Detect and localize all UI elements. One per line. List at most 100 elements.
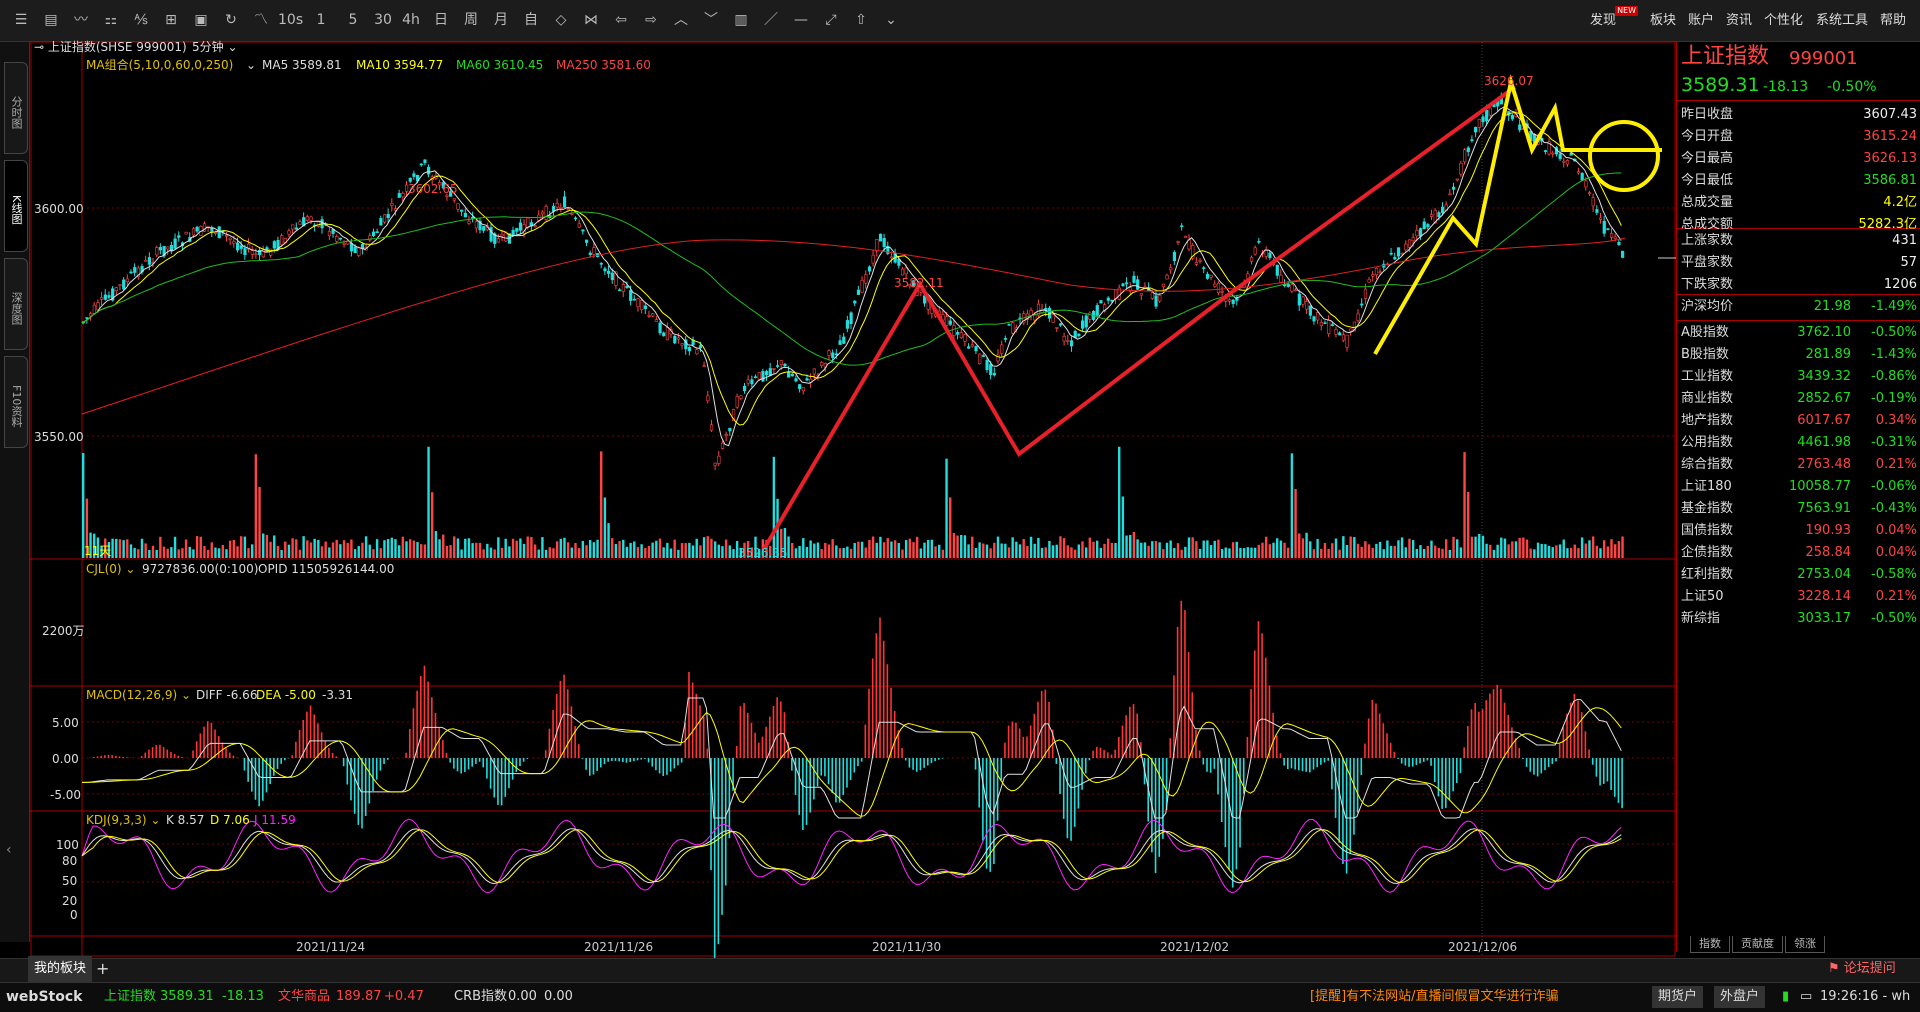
my-sector-tab[interactable]: 我的板块 (28, 956, 93, 982)
quote-row[interactable]: 地产指数 6017.67 0.34% (1677, 410, 1920, 432)
ma60-value: MA60 3610.45 (456, 58, 544, 72)
tab-kline[interactable]: K线图 (4, 160, 28, 252)
hs-avg-row[interactable]: 沪深均价 21.98 -1.49% (1681, 299, 1917, 314)
period-30[interactable]: 30 (374, 12, 392, 28)
tab-index[interactable]: 指数 (1690, 936, 1730, 953)
tab-contribution[interactable]: 贡献度 (1732, 936, 1783, 953)
draw-icon[interactable]: 〽 (254, 12, 268, 28)
volume-bar (886, 538, 889, 558)
ma-combo-dropdown-icon[interactable]: ⌄ (246, 58, 257, 72)
quote-row[interactable]: 上证180 10058.77 -0.06% (1677, 476, 1920, 498)
period-10s[interactable]: 10s (278, 12, 304, 28)
tab-leaders[interactable]: 领涨 (1785, 936, 1825, 953)
quote-row[interactable]: A股指数 3762.10 -0.50% (1677, 322, 1920, 344)
tab-f10[interactable]: F10资料 (4, 356, 28, 448)
quote-row[interactable]: 红利指数 2753.04 -0.58% (1677, 564, 1920, 586)
hline-tool-icon[interactable]: — (794, 12, 808, 28)
quote-row[interactable]: 企债指数 258.84 0.04% (1677, 542, 1920, 564)
menu-discover[interactable]: 发现 NEW (1590, 6, 1639, 28)
arrow-left-icon[interactable]: ⇦ (615, 12, 627, 28)
candle (1106, 297, 1110, 301)
macd-bar (1456, 758, 1458, 783)
period-month[interactable]: 月 (494, 12, 508, 28)
volume-bar (438, 539, 441, 558)
period-5[interactable]: 5 (348, 12, 358, 28)
arrow-right-icon[interactable]: ⇨ (645, 12, 657, 28)
candle (1132, 275, 1136, 283)
quote-row[interactable]: 新综指 3033.17 -0.50% (1677, 608, 1920, 630)
kdj-label[interactable]: KDJ(9,3,3) ⌄ (86, 813, 161, 827)
sector-bar: 我的板块 + ⚑ 论坛提问 (0, 956, 1920, 982)
row-value: 190.93 (1805, 523, 1852, 538)
period-1[interactable]: 1 (316, 12, 326, 28)
forum-link[interactable]: ⚑ 论坛提问 (1828, 961, 1896, 976)
monitor-icon[interactable]: ▭ (1800, 989, 1813, 1004)
line-tool-icon[interactable]: ／ (764, 12, 778, 28)
refresh-icon[interactable]: ↻ (225, 12, 237, 28)
chevron-down-icon[interactable]: ﹀ (704, 12, 718, 28)
menu-help[interactable]: 帮助 (1880, 13, 1907, 28)
ticker-crb-name[interactable]: CRB指数 (454, 989, 508, 1004)
diamond-icon[interactable]: ◇ (555, 12, 567, 28)
volume-bar (100, 545, 103, 558)
volume-bar (585, 545, 588, 558)
volume-bar (361, 542, 364, 558)
cross-icon[interactable]: ⋈ (584, 12, 598, 28)
arrow-up-tool-icon[interactable]: ⇧ (855, 12, 867, 28)
ticker-wh-name[interactable]: 文华商品 (278, 989, 331, 1004)
futures-account-button[interactable]: 期货户 (1652, 986, 1704, 1008)
save-icon[interactable]: ▣ (194, 12, 208, 28)
candle (974, 346, 978, 352)
macd-label[interactable]: MACD(12,26,9) ⌄ (86, 688, 192, 702)
calc-icon[interactable]: ⅍ (134, 12, 148, 28)
macd-bar (761, 736, 764, 758)
ma-combo-label[interactable]: MA组合(5,10,0,60,0,250) (86, 58, 234, 72)
quote-row[interactable]: 综合指数 2763.48 0.21% (1677, 454, 1920, 476)
row-label: 新综指 (1681, 611, 1721, 626)
volume-bar (522, 543, 526, 558)
quote-row[interactable]: 基金指数 7563.91 -0.43% (1677, 498, 1920, 520)
menu-news[interactable]: 资讯 (1726, 13, 1753, 28)
row-value: 431 (1892, 233, 1917, 248)
ticker-sh-name[interactable]: 上证指数 (104, 989, 157, 1004)
period-day[interactable]: 日 (434, 12, 448, 28)
period-select[interactable]: 5分钟 ⌄ (192, 40, 238, 54)
quote-row[interactable]: 上证50 3228.14 0.21% (1677, 586, 1920, 608)
kline-chart[interactable] (30, 42, 1676, 958)
quote-row[interactable]: 国债指数 190.93 0.04% (1677, 520, 1920, 542)
tab-timeshare[interactable]: 分时图 (4, 62, 28, 154)
menu-sector[interactable]: 板块 (1650, 13, 1677, 28)
left-tabs: 分时图 K线图 深度图 F10资料 ‹ (0, 42, 30, 942)
menu-personalize[interactable]: 个性化 (1764, 13, 1804, 28)
macd-bar (1261, 633, 1263, 758)
menu-tools[interactable]: 系统工具 (1816, 13, 1869, 28)
period-4h[interactable]: 4h (402, 12, 420, 28)
grid-icon[interactable]: ⊞ (165, 12, 177, 28)
add-sector-button[interactable]: + (96, 959, 110, 978)
layout-icon[interactable]: ▥ (734, 12, 748, 28)
tab-depth[interactable]: 深度图 (4, 258, 28, 350)
ray-tool-icon[interactable]: ⤢ (825, 12, 837, 28)
quote-row: 下跌家数 1206 (1677, 274, 1920, 296)
dropdown-icon[interactable]: ⌄ (885, 12, 897, 28)
quote-row[interactable]: 公用指数 4461.98 -0.31% (1677, 432, 1920, 454)
chevron-up-icon[interactable]: ︿ (674, 12, 688, 28)
candle (1051, 314, 1055, 323)
line-chart-icon[interactable]: 〰 (74, 12, 88, 28)
multi-icon[interactable]: ⚏ (104, 12, 118, 28)
period-week[interactable]: 周 (464, 12, 478, 28)
quote-row[interactable]: 商业指数 2852.67 -0.19% (1677, 388, 1920, 410)
quote-row[interactable]: 工业指数 3439.32 -0.86% (1677, 366, 1920, 388)
macd-bar (666, 758, 668, 775)
candle (1286, 284, 1290, 287)
menu-account[interactable]: 账户 (1688, 13, 1715, 28)
notice-text[interactable]: [提醒]有不法网站/直播间假冒文华进行诈骗 (1310, 989, 1559, 1004)
list-icon[interactable]: ▤ (44, 12, 58, 28)
period-custom[interactable]: 自 (524, 12, 538, 28)
vol-label[interactable]: CJL(0) ⌄ (86, 562, 136, 576)
menu-icon[interactable]: ☰ (14, 12, 28, 28)
quote-row[interactable]: B股指数 281.89 -1.43% (1677, 344, 1920, 366)
collapse-icon[interactable]: ‹ (6, 842, 12, 858)
forex-account-button[interactable]: 外盘户 (1714, 986, 1766, 1008)
macd-bar (625, 758, 628, 763)
